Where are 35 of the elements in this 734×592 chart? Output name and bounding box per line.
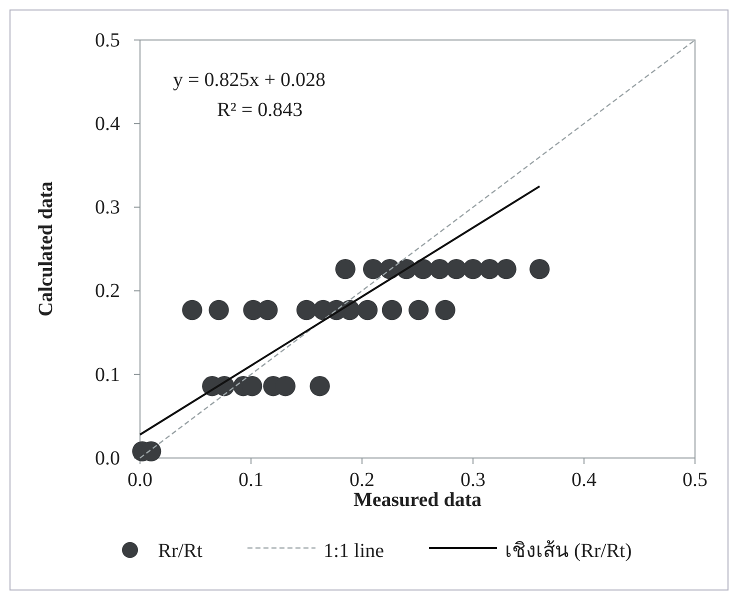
x-tick-label: 0.5 <box>682 469 708 492</box>
point <box>182 300 202 320</box>
y-tick-label: 0.1 <box>95 364 120 386</box>
y-tick-label: 0.0 <box>95 447 120 470</box>
annotation: y = 0.825x + 0.028 <box>173 69 326 91</box>
y-tick-label: 0.2 <box>95 280 120 302</box>
point <box>435 300 456 320</box>
x-tick-label: 0.0 <box>128 469 152 492</box>
legend-label: Rr/Rt <box>158 540 203 562</box>
x-tick-label: 0.1 <box>238 469 264 492</box>
point <box>357 300 378 320</box>
point <box>408 300 429 320</box>
x-tick-label: 0.4 <box>572 469 596 492</box>
point <box>296 300 317 320</box>
point <box>382 300 402 320</box>
point <box>208 300 229 320</box>
point <box>310 376 330 396</box>
annotation: R² = 0.843 <box>217 99 303 121</box>
legend-label: เชิงเส้น (Rr/Rt) <box>505 540 632 562</box>
x-axis-title: Measured data <box>354 489 482 511</box>
y-tick-label: 0.3 <box>95 196 120 219</box>
y-tick-label: 0.5 <box>95 29 120 52</box>
point <box>480 258 500 280</box>
point <box>530 258 550 280</box>
legend-label: 1:1 line <box>323 540 384 562</box>
x-tick-label: 0.3 <box>460 469 486 492</box>
y-tick-label: 0.4 <box>95 113 120 135</box>
point <box>363 258 384 280</box>
y-axis-title: Calculated data <box>35 182 57 316</box>
point <box>335 258 356 280</box>
point <box>496 258 516 280</box>
point <box>446 258 466 280</box>
point <box>462 258 484 280</box>
x-tick-label: 0.2 <box>350 469 374 492</box>
point <box>430 258 450 280</box>
